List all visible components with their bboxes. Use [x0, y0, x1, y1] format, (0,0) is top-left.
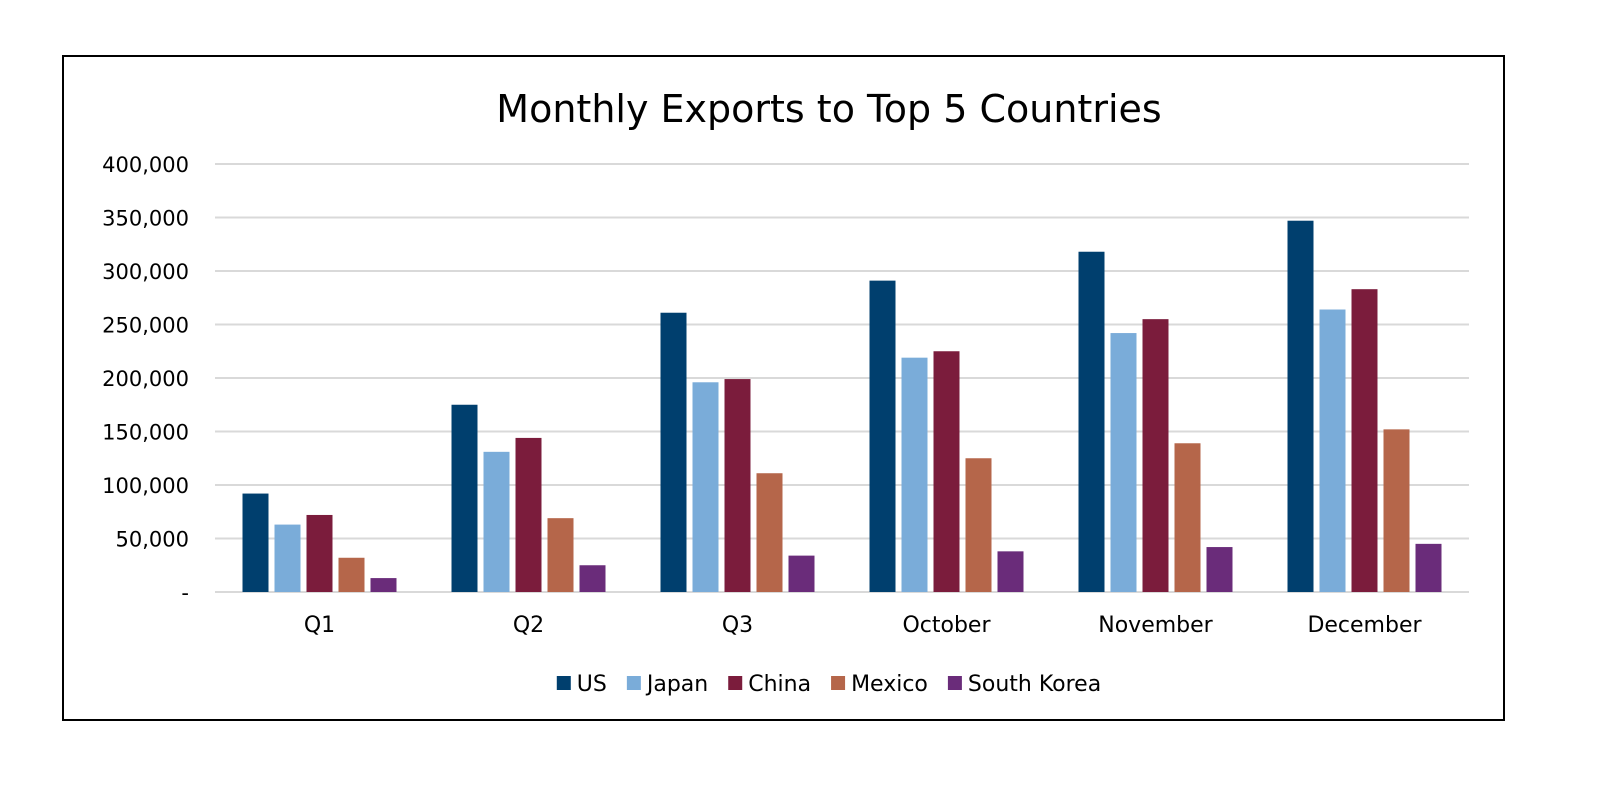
chart-title: Monthly Exports to Top 5 Countries: [496, 87, 1161, 131]
bar-japan-november: [1110, 333, 1137, 592]
bar-japan-october: [901, 357, 928, 592]
bar-japan-q2: [483, 451, 510, 592]
bar-south-korea-q1: [370, 578, 397, 592]
legend-swatch: [947, 676, 962, 690]
y-tick-label: 400,000: [102, 153, 189, 177]
y-tick-label: -: [181, 581, 189, 605]
bar-us-december: [1287, 220, 1314, 592]
bar-mexico-december: [1383, 429, 1410, 592]
bar-south-korea-q2: [579, 565, 606, 592]
legend-swatch: [556, 676, 571, 690]
legend-swatch: [626, 676, 641, 690]
bar-china-q1: [306, 514, 333, 592]
legend-label: Mexico: [851, 672, 928, 697]
bars: [242, 220, 1442, 593]
bar-china-october: [933, 351, 960, 592]
y-tick-label: 300,000: [102, 260, 189, 284]
legend-swatch: [728, 676, 743, 690]
bar-japan-q1: [274, 524, 301, 592]
y-tick-label: 200,000: [102, 367, 189, 391]
bar-mexico-november: [1174, 443, 1201, 592]
bar-south-korea-november: [1206, 547, 1233, 592]
bar-mexico-q2: [547, 518, 574, 592]
legend-label: South Korea: [968, 672, 1101, 697]
bar-china-q2: [515, 437, 542, 592]
x-category-label: Q2: [513, 613, 544, 638]
legend-label: China: [748, 672, 811, 697]
bar-us-q1: [242, 493, 269, 592]
x-axis-categories: Q1 Q2 Q3 October November December: [304, 613, 1423, 638]
x-category-label: Q1: [304, 613, 335, 638]
bar-mexico-q1: [338, 557, 365, 592]
y-tick-label: 350,000: [102, 207, 189, 231]
x-category-label: December: [1307, 613, 1422, 638]
legend-label: Japan: [645, 672, 708, 697]
y-tick-label: 50,000: [116, 528, 189, 552]
bar-chart: Monthly Exports to Top 5 Countries - 50,0…: [102, 87, 1469, 697]
x-category-label: October: [902, 613, 991, 638]
legend-swatch: [831, 676, 846, 690]
x-category-label: Q3: [722, 613, 753, 638]
legend-label: US: [577, 672, 607, 697]
bar-us-q3: [660, 312, 687, 592]
y-tick-label: 100,000: [102, 474, 189, 498]
bar-japan-q3: [692, 382, 719, 592]
bar-mexico-october: [965, 458, 992, 592]
x-category-label: November: [1098, 613, 1213, 638]
bar-mexico-q3: [756, 473, 783, 592]
bar-us-q2: [451, 404, 478, 592]
bar-japan-december: [1319, 309, 1346, 592]
bar-us-october: [869, 280, 896, 592]
y-tick-label: 150,000: [102, 421, 189, 445]
gridlines: [215, 163, 1469, 593]
chart-frame: Monthly Exports to Top 5 Countries - 50,0…: [62, 55, 1505, 721]
legend: US Japan China Mexico South Korea: [556, 672, 1101, 697]
y-axis-ticks: - 50,000 100,000 150,000 200,000 250,000 300,0…: [102, 153, 189, 605]
bar-china-december: [1351, 289, 1378, 592]
bar-china-november: [1142, 319, 1169, 592]
bar-south-korea-q3: [788, 555, 815, 592]
y-tick-label: 250,000: [102, 314, 189, 338]
bar-china-q3: [724, 379, 751, 592]
bar-south-korea-december: [1415, 543, 1442, 592]
bar-south-korea-october: [997, 551, 1024, 592]
bar-us-november: [1078, 251, 1105, 593]
